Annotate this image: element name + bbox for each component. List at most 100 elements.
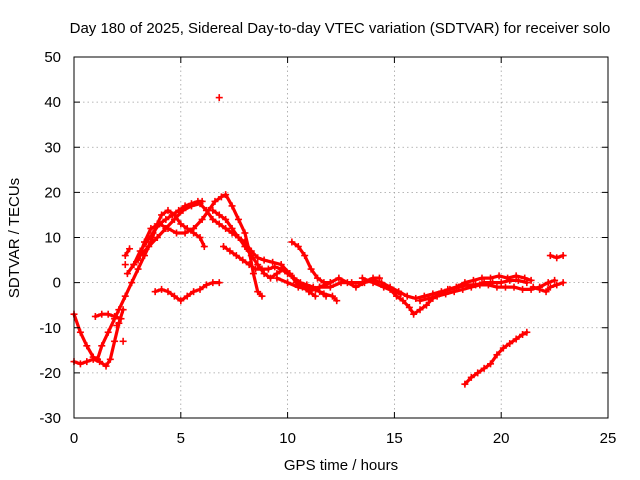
data-point bbox=[294, 283, 302, 291]
data-point bbox=[190, 288, 198, 296]
data-point bbox=[527, 276, 535, 284]
data-point bbox=[226, 247, 234, 255]
data-point bbox=[487, 360, 495, 368]
data-point bbox=[416, 297, 424, 305]
data-point bbox=[76, 360, 84, 368]
data-point bbox=[217, 193, 225, 201]
data-point bbox=[335, 274, 343, 282]
series-track-3 bbox=[91, 310, 125, 323]
data-point bbox=[111, 312, 119, 320]
y-tick-label: 20 bbox=[44, 184, 61, 201]
data-point bbox=[273, 274, 281, 282]
data-point bbox=[211, 197, 219, 205]
data-point bbox=[497, 279, 505, 287]
data-point bbox=[269, 258, 277, 266]
data-point bbox=[91, 312, 99, 320]
data-point bbox=[512, 272, 520, 280]
series-trace bbox=[463, 330, 529, 386]
data-point bbox=[425, 294, 433, 302]
data-point bbox=[305, 288, 313, 296]
data-point bbox=[222, 215, 230, 223]
data-point bbox=[183, 292, 191, 300]
data-point bbox=[405, 303, 413, 311]
data-point bbox=[316, 283, 324, 291]
data-point bbox=[245, 261, 253, 269]
data-point bbox=[106, 355, 114, 363]
data-point bbox=[196, 285, 204, 293]
data-point bbox=[271, 263, 279, 271]
data-point bbox=[96, 358, 104, 366]
data-point bbox=[284, 270, 292, 278]
data-point bbox=[333, 297, 341, 305]
data-point bbox=[260, 270, 268, 278]
data-point bbox=[369, 279, 377, 287]
data-point bbox=[512, 335, 520, 343]
data-point bbox=[126, 245, 134, 253]
data-point bbox=[294, 243, 302, 251]
series-track-19 bbox=[546, 252, 567, 262]
data-point bbox=[553, 254, 561, 262]
data-point bbox=[480, 364, 488, 372]
data-point bbox=[209, 215, 217, 223]
data-point bbox=[542, 288, 550, 296]
data-point bbox=[519, 285, 527, 293]
data-point bbox=[296, 279, 304, 287]
data-point bbox=[158, 285, 166, 293]
data-point bbox=[288, 238, 296, 246]
data-point bbox=[476, 281, 484, 289]
data-point bbox=[416, 306, 424, 314]
data-point bbox=[147, 224, 155, 232]
data-point bbox=[177, 297, 185, 305]
data-point bbox=[196, 234, 204, 241]
data-point bbox=[164, 206, 172, 214]
data-point bbox=[459, 285, 467, 293]
data-point bbox=[504, 274, 512, 282]
data-point bbox=[121, 252, 129, 260]
data-point bbox=[76, 328, 84, 336]
data-point bbox=[175, 206, 183, 214]
data-point bbox=[111, 337, 119, 345]
data-point bbox=[422, 301, 430, 309]
data-point bbox=[98, 342, 106, 350]
data-point bbox=[546, 252, 554, 260]
data-point bbox=[252, 265, 260, 273]
data-point bbox=[209, 206, 217, 214]
data-point bbox=[519, 331, 527, 339]
data-point bbox=[484, 281, 492, 289]
data-point bbox=[104, 328, 112, 336]
y-tick-label: -10 bbox=[39, 320, 61, 337]
data-point bbox=[386, 285, 394, 293]
data-point bbox=[232, 252, 240, 260]
x-tick-label: 25 bbox=[600, 430, 617, 447]
data-point bbox=[467, 283, 475, 291]
data-point bbox=[506, 340, 514, 348]
data-point bbox=[155, 220, 163, 228]
data-point bbox=[170, 215, 178, 223]
data-point bbox=[546, 283, 554, 291]
data-point bbox=[501, 283, 509, 291]
data-point bbox=[89, 355, 97, 363]
data-point bbox=[145, 243, 153, 251]
data-point bbox=[352, 283, 360, 291]
data-point bbox=[149, 229, 157, 237]
x-tick-label: 10 bbox=[279, 430, 296, 447]
data-point bbox=[412, 294, 420, 302]
data-point bbox=[241, 229, 249, 237]
data-point bbox=[153, 234, 161, 241]
data-point bbox=[254, 254, 262, 262]
data-point bbox=[493, 283, 501, 291]
data-point bbox=[322, 292, 330, 300]
data-point bbox=[510, 283, 518, 291]
data-point bbox=[493, 351, 501, 359]
data-point bbox=[239, 256, 247, 264]
x-tick-label: 0 bbox=[70, 430, 78, 447]
data-point bbox=[399, 297, 407, 305]
data-point bbox=[83, 358, 91, 366]
data-point bbox=[187, 200, 195, 208]
data-point bbox=[397, 290, 405, 298]
data-point bbox=[433, 292, 441, 300]
data-point bbox=[104, 310, 112, 318]
data-point bbox=[551, 276, 559, 284]
data-point bbox=[215, 279, 223, 287]
